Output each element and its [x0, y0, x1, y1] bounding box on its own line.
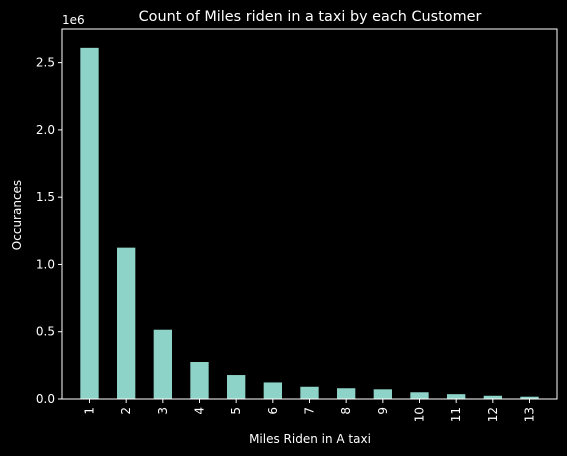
bar-9 [373, 389, 392, 399]
bar-2 [117, 247, 136, 399]
bar-12 [483, 395, 502, 399]
bar-7 [300, 386, 319, 399]
y-axis-ticks: 0.0 0.5 1.0 1.5 2.0 2.5 [36, 56, 62, 406]
bar-10 [410, 392, 429, 399]
y-axis-label: Occurances [10, 180, 24, 250]
bar-8 [337, 388, 356, 399]
bar-4 [190, 362, 209, 399]
x-axis-ticks: 1 2 3 4 5 6 7 8 9 10 11 12 13 [83, 399, 537, 422]
y-tick-label-1.5: 1.5 [36, 190, 55, 204]
x-tick-label-10: 10 [413, 407, 427, 422]
x-tick-label-7: 7 [303, 407, 317, 415]
bar-3 [153, 329, 172, 399]
x-tick-label-8: 8 [339, 407, 353, 415]
x-tick-label-5: 5 [229, 407, 243, 415]
x-tick-label-12: 12 [486, 407, 500, 422]
y-tick-label-2.5: 2.5 [36, 56, 55, 70]
chart-title: Count of Miles riden in a taxi by each C… [139, 9, 482, 25]
bar-13 [520, 396, 539, 399]
bar-6 [263, 382, 282, 399]
x-tick-label-2: 2 [119, 407, 133, 415]
bar-5 [227, 375, 246, 399]
bar-1 [80, 47, 99, 400]
bars [80, 47, 539, 400]
bar-11 [447, 394, 466, 399]
y-axis-offset-label: 1e6 [62, 13, 85, 27]
y-tick-label-0.5: 0.5 [36, 325, 55, 339]
x-tick-label-13: 13 [523, 407, 537, 422]
x-tick-label-3: 3 [156, 407, 170, 415]
y-tick-label-1.0: 1.0 [36, 257, 55, 271]
x-tick-label-1: 1 [83, 407, 97, 415]
y-tick-label-0.0: 0.0 [36, 392, 55, 406]
y-tick-label-2.0: 2.0 [36, 123, 55, 137]
x-tick-label-6: 6 [266, 407, 280, 415]
x-axis-label: Miles Riden in A taxi [249, 432, 371, 446]
x-tick-label-9: 9 [376, 407, 390, 415]
plot-area-frame [61, 28, 558, 400]
x-tick-label-11: 11 [449, 407, 463, 422]
x-tick-label-4: 4 [193, 407, 207, 415]
